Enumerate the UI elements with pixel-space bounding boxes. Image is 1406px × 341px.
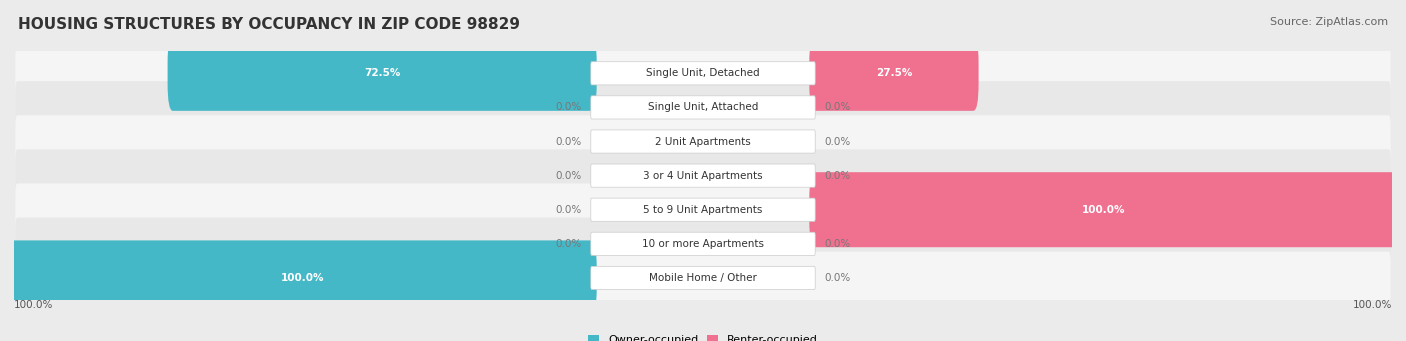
Text: 0.0%: 0.0%: [824, 136, 851, 147]
FancyBboxPatch shape: [810, 172, 1398, 247]
FancyBboxPatch shape: [15, 218, 1391, 270]
Text: 100.0%: 100.0%: [1353, 300, 1392, 310]
Text: Source: ZipAtlas.com: Source: ZipAtlas.com: [1270, 17, 1388, 27]
FancyBboxPatch shape: [591, 198, 815, 221]
Text: 0.0%: 0.0%: [555, 136, 582, 147]
Text: 0.0%: 0.0%: [555, 205, 582, 215]
Text: 5 to 9 Unit Apartments: 5 to 9 Unit Apartments: [644, 205, 762, 215]
Text: 27.5%: 27.5%: [876, 68, 912, 78]
Text: 0.0%: 0.0%: [555, 170, 582, 181]
FancyBboxPatch shape: [591, 62, 815, 85]
Text: 0.0%: 0.0%: [824, 239, 851, 249]
Text: 100.0%: 100.0%: [14, 300, 53, 310]
FancyBboxPatch shape: [15, 183, 1391, 236]
FancyBboxPatch shape: [8, 240, 596, 315]
Text: Mobile Home / Other: Mobile Home / Other: [650, 273, 756, 283]
FancyBboxPatch shape: [591, 232, 815, 255]
Text: 0.0%: 0.0%: [555, 102, 582, 113]
Text: 3 or 4 Unit Apartments: 3 or 4 Unit Apartments: [643, 170, 763, 181]
Text: 100.0%: 100.0%: [1081, 205, 1125, 215]
FancyBboxPatch shape: [591, 164, 815, 187]
FancyBboxPatch shape: [15, 252, 1391, 304]
Text: Single Unit, Detached: Single Unit, Detached: [647, 68, 759, 78]
Text: 72.5%: 72.5%: [364, 68, 401, 78]
FancyBboxPatch shape: [591, 266, 815, 290]
Text: 0.0%: 0.0%: [824, 102, 851, 113]
Text: HOUSING STRUCTURES BY OCCUPANCY IN ZIP CODE 98829: HOUSING STRUCTURES BY OCCUPANCY IN ZIP C…: [18, 17, 520, 32]
Text: Single Unit, Attached: Single Unit, Attached: [648, 102, 758, 113]
FancyBboxPatch shape: [15, 115, 1391, 168]
Legend: Owner-occupied, Renter-occupied: Owner-occupied, Renter-occupied: [583, 330, 823, 341]
FancyBboxPatch shape: [810, 36, 979, 111]
FancyBboxPatch shape: [591, 130, 815, 153]
FancyBboxPatch shape: [15, 47, 1391, 100]
Text: 2 Unit Apartments: 2 Unit Apartments: [655, 136, 751, 147]
FancyBboxPatch shape: [591, 96, 815, 119]
Text: 0.0%: 0.0%: [555, 239, 582, 249]
Text: 0.0%: 0.0%: [824, 170, 851, 181]
Text: 10 or more Apartments: 10 or more Apartments: [643, 239, 763, 249]
FancyBboxPatch shape: [15, 81, 1391, 134]
FancyBboxPatch shape: [167, 36, 596, 111]
FancyBboxPatch shape: [15, 149, 1391, 202]
Text: 100.0%: 100.0%: [281, 273, 325, 283]
Text: 0.0%: 0.0%: [824, 273, 851, 283]
